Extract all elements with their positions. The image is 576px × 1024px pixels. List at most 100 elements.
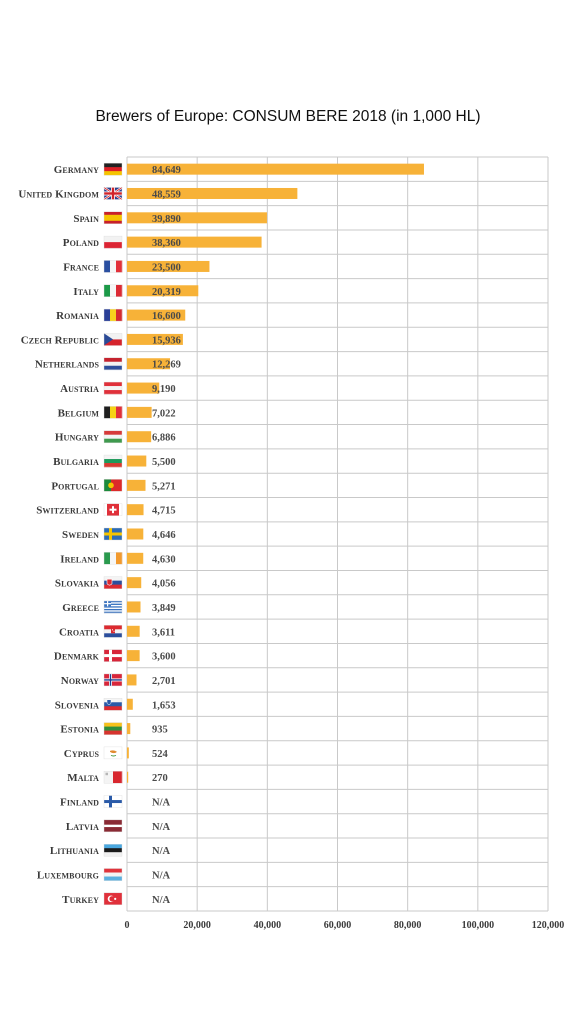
x-tick-label: 0 [125,920,130,931]
bar-romania [127,309,186,321]
bar-italy [127,285,199,297]
category-label: Lithuania [50,845,99,857]
croatia-flag-icon [103,625,123,638]
value-label: N/A [152,822,171,833]
category-label: Norway [61,675,99,687]
category-label: Latvia [66,821,99,833]
bar-croatia [127,625,140,637]
bar-bulgaria [127,455,147,467]
value-label: 23,500 [152,262,181,273]
switzerland-flag-icon [103,503,123,516]
spain-flag-icon [103,211,123,225]
portugal-flag-icon [103,479,123,492]
denmark-flag-icon [103,649,123,662]
category-label: Cyprus [64,748,100,760]
value-label: 935 [152,725,168,736]
flags [103,162,123,906]
category-label: Belgium [58,407,100,419]
value-label: 7,022 [152,408,176,419]
bar-denmark [127,650,140,662]
category-label: Italy [73,286,99,298]
bar-ireland [127,552,144,564]
bar-sweden [127,528,144,540]
value-label: 4,715 [152,506,176,517]
chart-title: Brewers of Europe: CONSUM BERE 2018 (in … [95,108,481,125]
value-label: 39,890 [152,214,181,225]
value-label: 38,360 [152,238,181,249]
category-label: Spain [73,213,99,225]
value-label: 15,936 [152,335,181,346]
category-label: Switzerland [36,505,99,517]
value-label: 5,500 [152,457,176,468]
luxembourg-flag-icon [103,868,123,881]
x-tick-label: 100,000 [462,920,495,931]
x-tick-label: 20,000 [183,920,211,931]
bar-greece [127,601,141,613]
bar-cyprus [127,747,129,759]
turkey-flag-icon [103,892,123,906]
category-label: Poland [63,237,99,249]
category-label: Luxembourg [37,870,99,882]
cyprus-flag-icon [103,746,123,760]
value-label: 3,611 [152,627,175,638]
bar-estonia [127,723,131,735]
value-label: 9,190 [152,384,176,395]
italy-flag-icon [103,284,123,297]
bar-netherlands [127,358,171,370]
malta-flag-icon [103,771,123,784]
category-label: Germany [54,164,99,176]
value-label: 6,886 [152,433,176,444]
united-kingdom-flag-icon [103,186,123,201]
bar-united-kingdom [127,187,298,199]
france-flag-icon [103,260,123,273]
category-label: Malta [67,772,99,784]
category-label: Denmark [54,651,100,663]
value-label: 524 [152,749,169,760]
bar-france [127,260,210,272]
bar-germany [127,163,424,175]
value-label: 84,649 [152,165,181,176]
category-label: Ireland [60,553,99,565]
category-label: France [63,261,99,273]
bar-hungary [127,431,152,443]
category-label: Estonia [60,724,99,736]
slovenia-flag-icon [103,698,123,711]
bar-switzerland [127,504,144,516]
bar-czech-republic [127,333,183,345]
estonia-flag-icon [103,722,123,735]
belgium-flag-icon [103,406,123,419]
bar-slovakia [127,577,142,589]
sweden-flag-icon [103,527,123,541]
bar-spain [127,212,267,224]
value-label: 5,271 [152,481,176,492]
value-label: N/A [152,871,171,882]
x-tick-label: 80,000 [394,920,422,931]
x-axis-ticks: 0 20,000 40,000 60,000 80,000 100,000 120,000 [125,920,565,931]
finland-flag-icon [103,795,123,808]
greece-flag-icon [103,600,123,614]
x-tick-label: 120,000 [532,920,565,931]
value-label: N/A [152,895,171,906]
ireland-flag-icon [103,552,123,565]
value-label: N/A [152,846,171,857]
x-tick-label: 60,000 [324,920,352,931]
bars [127,163,424,783]
value-label: 3,600 [152,652,176,663]
bar-portugal [127,479,146,491]
bar-malta [127,771,129,783]
value-label: 3,849 [152,603,176,614]
value-label: N/A [152,798,171,809]
value-label: 2,701 [152,676,176,687]
value-label: 48,559 [152,189,181,200]
lithuania-flag-icon [103,843,123,857]
value-label: 20,319 [152,287,181,298]
value-label: 12,269 [152,360,181,371]
category-label: Austria [60,383,99,395]
poland-flag-icon [103,235,123,249]
category-label: United Kingdom [18,188,99,200]
category-label: Croatia [59,626,99,638]
category-label: Romania [56,310,99,322]
bar-norway [127,674,137,686]
category-label: Portugal [51,480,99,492]
